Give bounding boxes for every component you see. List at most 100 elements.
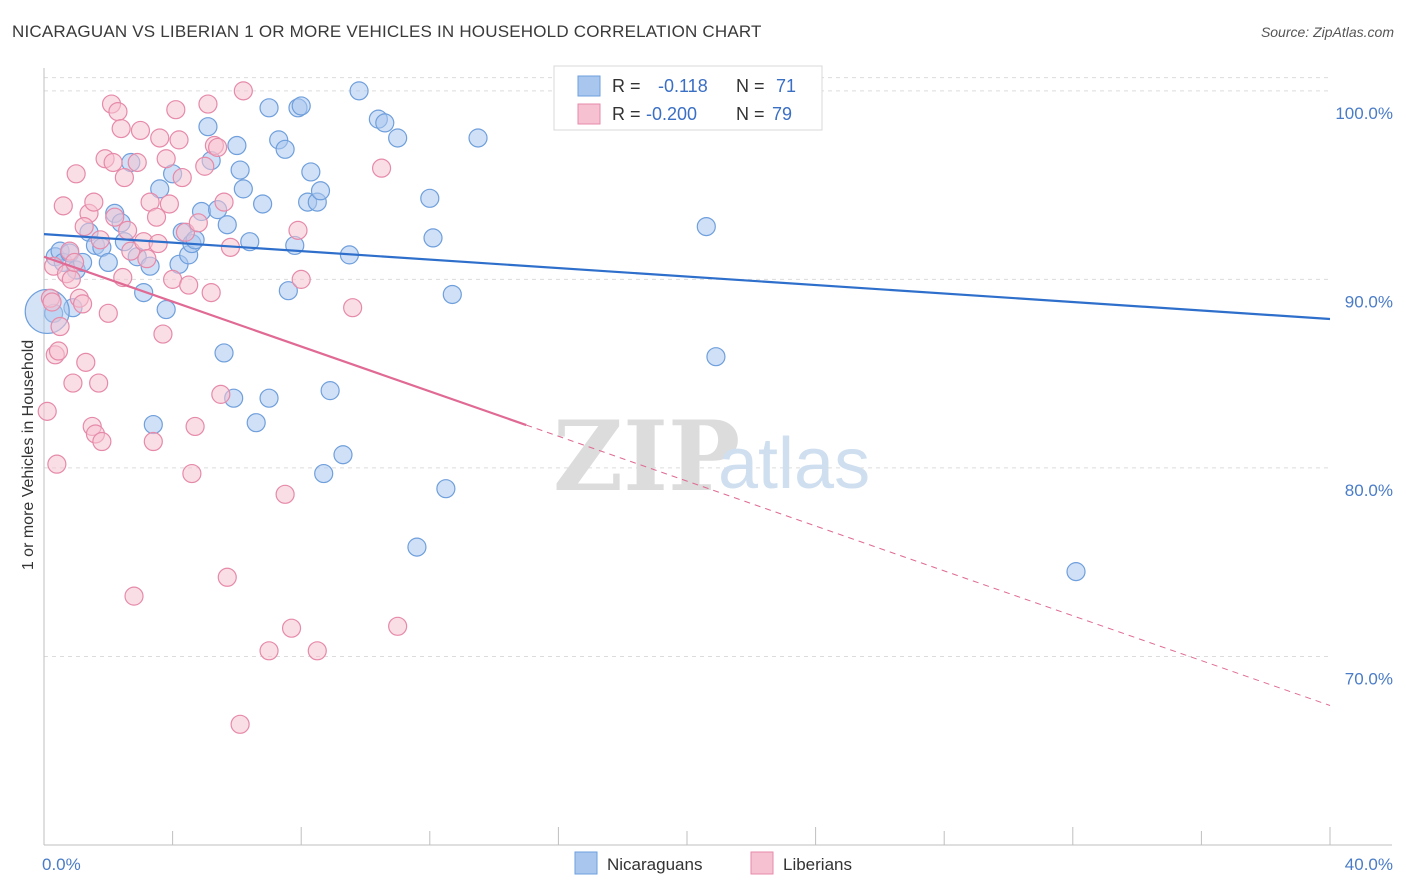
data-point [278,281,298,301]
data-point [1066,562,1086,582]
y-tick-label: 70.0% [1345,669,1393,688]
data-point [217,215,237,235]
data-point [143,414,163,435]
data-point [114,167,134,188]
data-point [195,156,215,176]
y-tick-labels: 70.0% 80.0% 90.0% 100.0% [1335,104,1393,689]
data-point [148,233,168,254]
data-point [124,586,144,606]
data-point [333,445,353,465]
data-point [156,299,176,320]
data-point [388,128,408,148]
source-label: Source: ZipAtlas.com [1260,24,1394,40]
data-point [198,94,218,114]
data-point [301,162,321,182]
data-point [259,641,279,661]
data-point [259,98,279,118]
legend-r-value-2: -0.200 [646,104,697,124]
bottom-legend-swatch-nicaraguans [574,851,598,875]
legend-n-value-2: 79 [772,104,792,124]
data-point [98,303,118,323]
series-liberians [37,81,408,734]
data-point [230,160,250,180]
data-point [240,232,260,252]
data-point [706,347,726,367]
data-point [103,152,123,173]
x-tick-label-min: 0.0% [42,855,81,874]
y-tick-label: 100.0% [1335,104,1393,123]
x-tick-labels: 0.0% 40.0% [42,855,1393,874]
legend-swatch-nicaraguans [577,75,601,97]
data-point [314,463,334,484]
data-point [436,479,456,499]
data-point [61,269,81,289]
data-point [98,252,118,273]
data-point [89,373,109,393]
data-point [198,117,218,137]
trend-line-liberians-extension [526,424,1331,706]
data-point [74,217,94,237]
data-point [175,222,196,242]
data-point [108,101,128,122]
data-point [320,381,340,401]
data-point [143,431,163,452]
data-point [375,113,395,133]
data-point [117,220,138,240]
data-point [37,401,57,421]
data-point [407,537,427,557]
data-point [214,192,234,212]
data-point [48,341,69,361]
y-tick-label: 90.0% [1345,292,1393,311]
data-point [76,352,96,372]
data-point [246,413,266,433]
data-point [163,269,183,289]
data-point [92,431,112,452]
data-point [468,128,488,148]
data-point [150,128,170,148]
data-point [442,284,462,305]
data-point [696,217,716,237]
data-point [208,137,228,158]
y-tick-label: 80.0% [1345,481,1393,500]
data-point [291,96,311,116]
data-point [343,298,363,318]
data-point [259,388,279,408]
data-point [121,241,141,261]
data-point [349,81,369,101]
bottom-legend: Nicaraguans Liberians [574,851,852,875]
data-point [233,179,253,199]
trend-line-nicaraguans [43,233,1331,321]
data-point [310,181,331,201]
data-point [53,196,73,216]
bottom-legend-swatch-liberians [750,851,774,875]
data-point [185,416,205,437]
data-point [47,454,67,474]
legend-n-label-2: N = [736,104,765,124]
legend-n-label-1: N = [736,76,765,96]
data-point [50,316,70,337]
trend-line-liberians [43,255,527,427]
chart-title: NICARAGUAN VS LIBERIAN 1 OR MORE VEHICLE… [12,22,762,41]
data-point [201,282,221,303]
watermark: ZIP atlas [553,400,870,513]
data-point [227,135,247,156]
data-point [111,118,131,139]
data-point [105,207,125,227]
data-point [182,463,202,484]
watermark-atlas: atlas [718,424,870,504]
y-axis-title: 1 or more Vehicles in Household [20,340,37,570]
data-point [169,130,189,150]
data-point [388,616,408,636]
data-point [211,384,231,404]
data-point [150,179,170,199]
data-point [159,194,179,214]
trend-lines [43,233,1331,706]
data-point [127,152,147,173]
data-point [42,292,62,312]
bottom-legend-liberians: Liberians [783,855,852,874]
data-point [172,167,192,188]
data-point [230,714,250,734]
data-point [63,373,83,393]
data-point [420,188,440,208]
